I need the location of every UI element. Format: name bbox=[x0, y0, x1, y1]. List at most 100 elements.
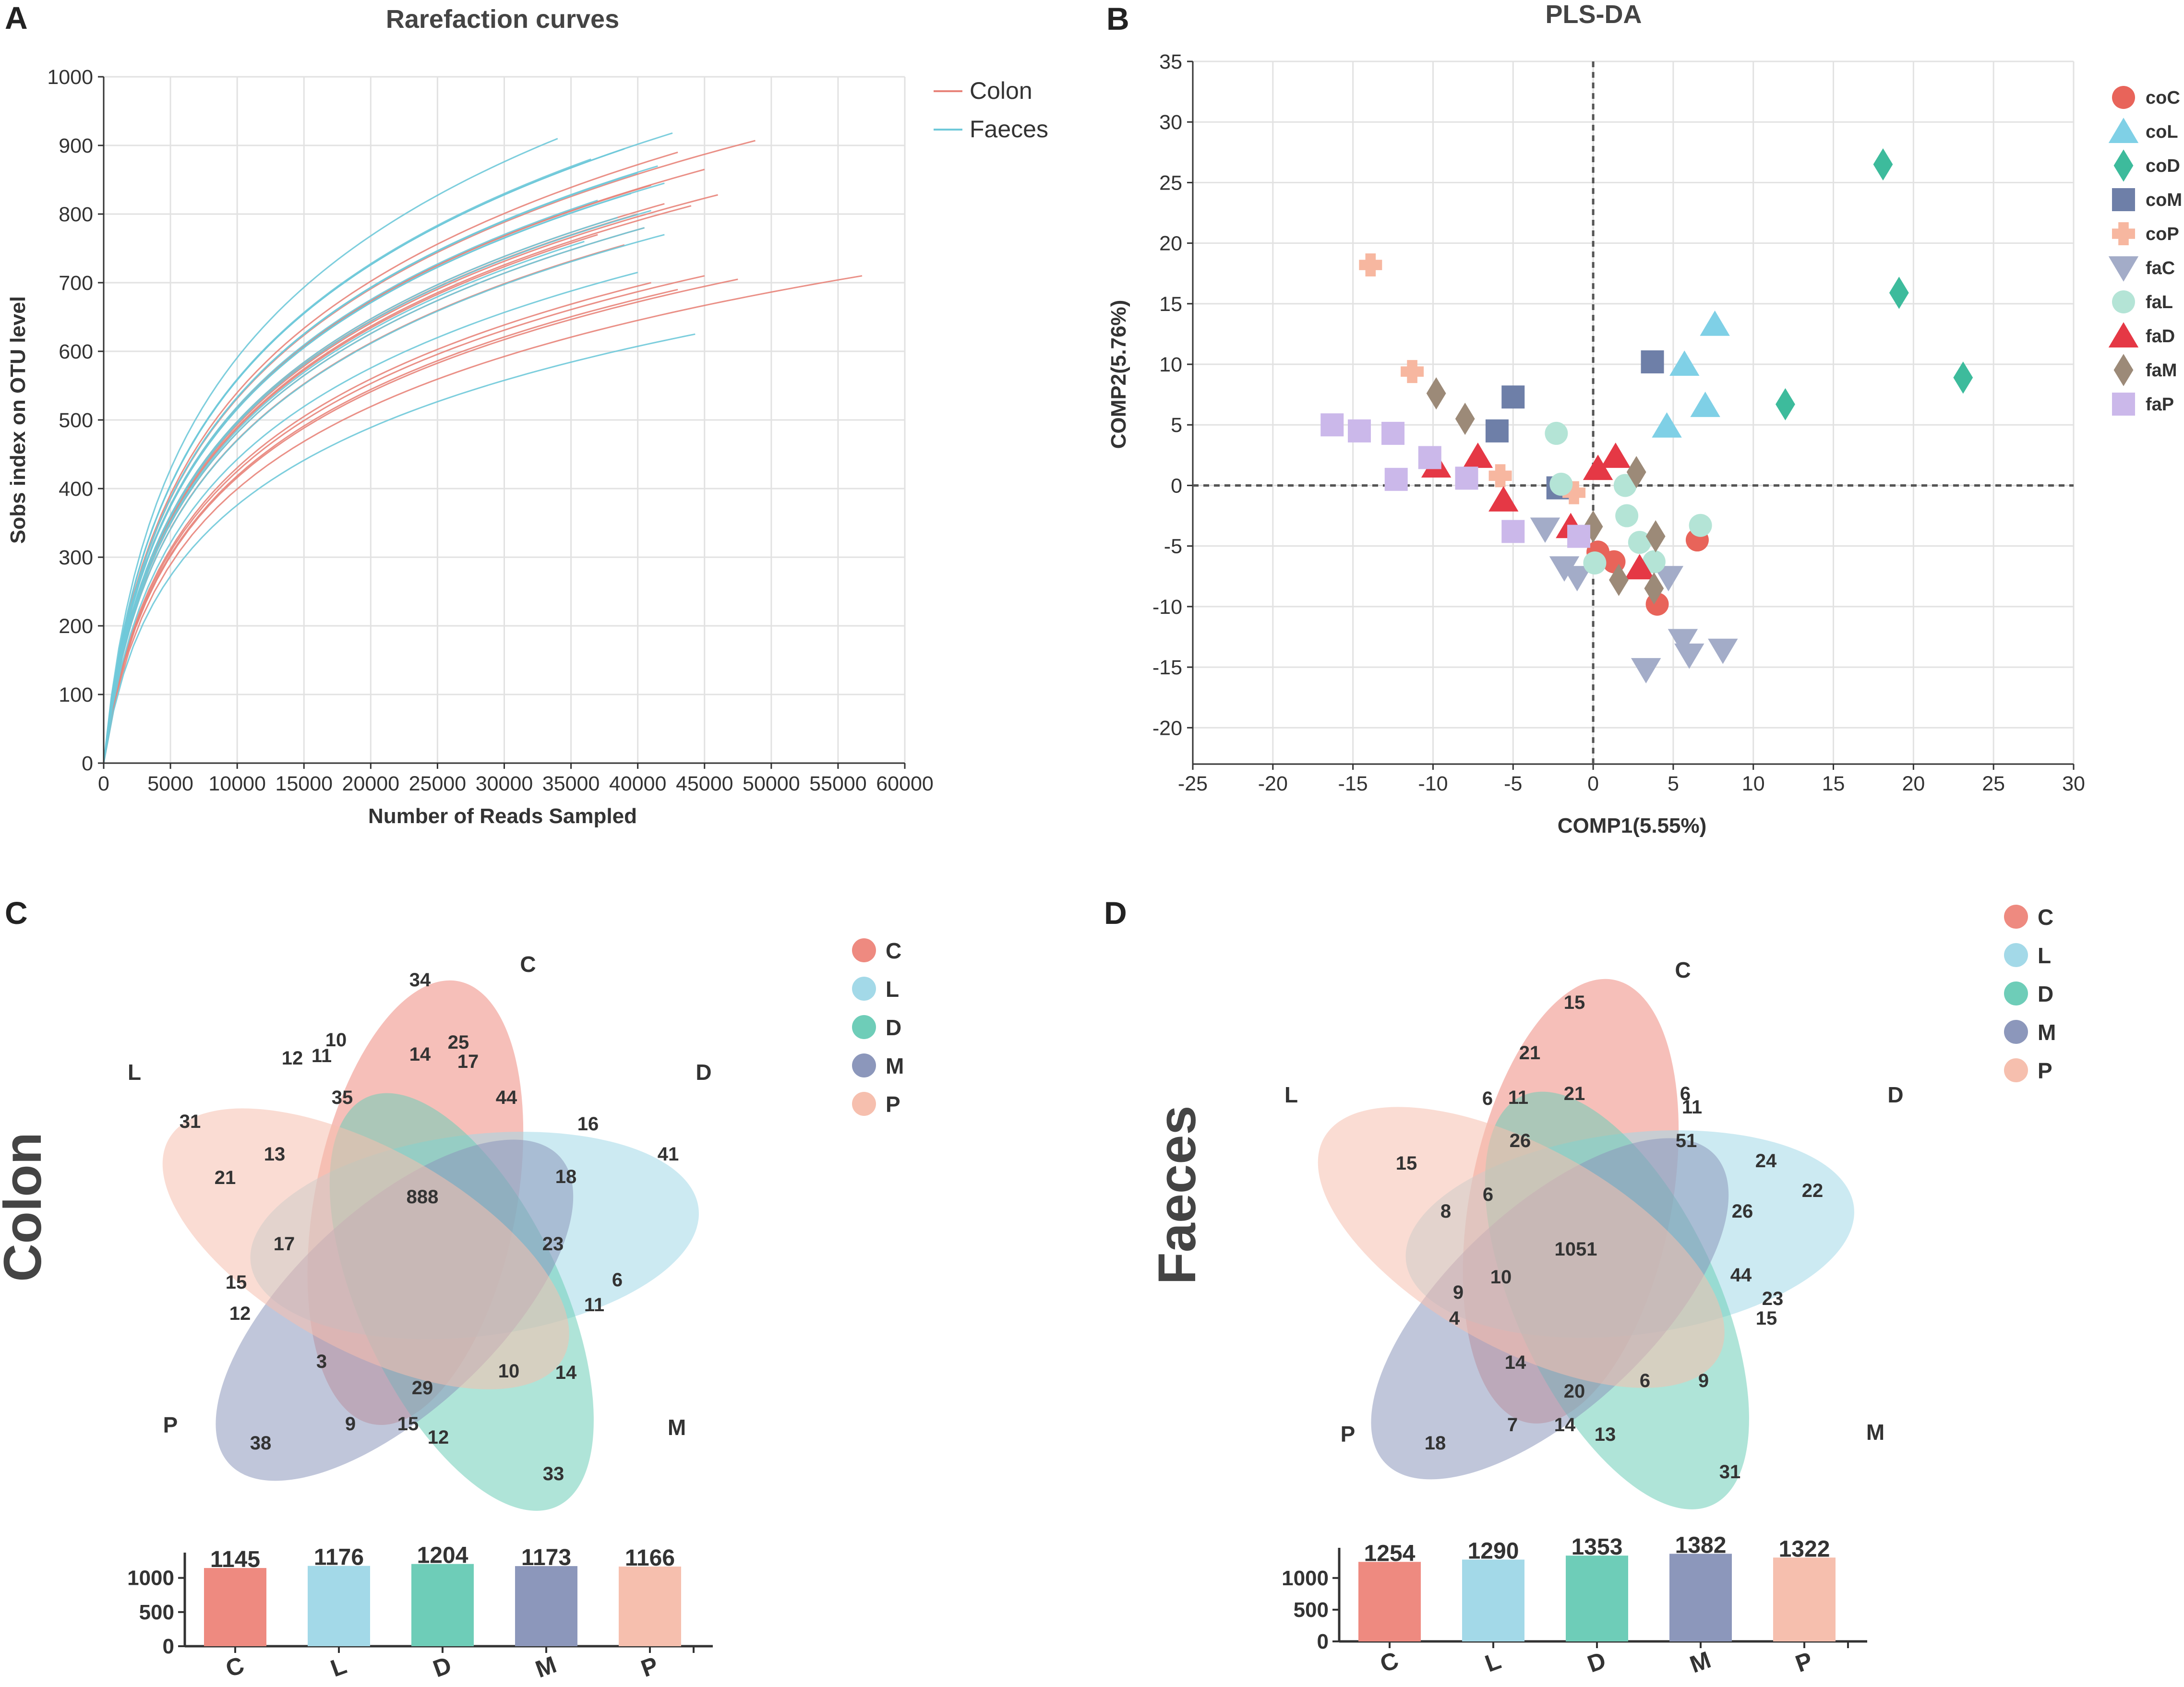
plsda-point-fam bbox=[1645, 520, 1666, 553]
plsda-point-com bbox=[1501, 385, 1525, 409]
plsda-point-fad bbox=[1600, 443, 1631, 468]
rarefaction-y-tick-label: 1000 bbox=[47, 66, 93, 89]
plsda-point-fam bbox=[1609, 563, 1629, 596]
venn-region-count: 35 bbox=[332, 1087, 353, 1108]
venn-region-count: 14 bbox=[409, 1044, 431, 1065]
panel-letter-b: B bbox=[1106, 1, 1129, 36]
venn-region-count: 29 bbox=[412, 1377, 433, 1399]
rarefaction-curve-colon bbox=[103, 275, 863, 764]
venn-set-label-m: M bbox=[1866, 1420, 1884, 1445]
venn-region-count: 888 bbox=[407, 1186, 439, 1208]
rarefaction-curve-faeces bbox=[103, 192, 632, 764]
venn-region-count: 38 bbox=[250, 1433, 272, 1454]
venn-region-count: 6 bbox=[612, 1269, 623, 1291]
rarefaction-curve-faeces bbox=[103, 272, 638, 764]
venn-legend-label-d: D bbox=[2038, 981, 2053, 1006]
venn-legend-label-m: M bbox=[2038, 1020, 2056, 1045]
venn-region-count: 6 bbox=[1640, 1370, 1650, 1391]
legend-coc-marker bbox=[2112, 86, 2135, 109]
venn-set-label-d: D bbox=[696, 1060, 711, 1085]
venn-set-label-p: P bbox=[1341, 1422, 1356, 1447]
venn-region-count: 12 bbox=[282, 1048, 303, 1069]
colon-bar-chart: 0 500 1000 1145 C 1176 L 1204 D 1173 M 1166 P bbox=[127, 1543, 713, 1683]
plsda-point-fac bbox=[1631, 658, 1661, 683]
venn-region-count: 51 bbox=[1676, 1130, 1697, 1151]
rarefaction-curve-faeces bbox=[103, 199, 598, 764]
rarefaction-curves bbox=[103, 132, 863, 764]
bar-y-tick-label: 1000 bbox=[1282, 1567, 1329, 1590]
venn-region-count: 6 bbox=[1680, 1083, 1691, 1104]
rarefaction-curve-colon bbox=[103, 205, 692, 764]
plsda-point-com bbox=[1485, 419, 1509, 443]
venn-region-count: 22 bbox=[1802, 1180, 1824, 1201]
rarefaction-y-tick-label: 700 bbox=[59, 272, 93, 295]
bar-category-label: M bbox=[1686, 1646, 1714, 1678]
venn-legend-label-m: M bbox=[886, 1053, 904, 1078]
plsda-x-tick-label: -15 bbox=[1338, 772, 1368, 795]
plsda-point-cod bbox=[1889, 276, 1909, 309]
bar-value-label: 1382 bbox=[1675, 1532, 1727, 1558]
plsda-x-tick-label: -10 bbox=[1418, 772, 1448, 795]
venn-region-count: 13 bbox=[264, 1144, 286, 1165]
legend-fac-label: faC bbox=[2146, 258, 2175, 278]
plsda-point-col bbox=[1690, 392, 1720, 417]
venn-region-count: 44 bbox=[496, 1087, 517, 1108]
venn-region-count: 10 bbox=[498, 1361, 520, 1382]
plsda-x-tick-label: -20 bbox=[1258, 772, 1288, 795]
venn-region-count: 10 bbox=[1490, 1267, 1512, 1288]
venn-region-count: 3 bbox=[316, 1351, 327, 1372]
rarefaction-x-tick-label: 10000 bbox=[208, 772, 266, 795]
bar-value-label: 1254 bbox=[1364, 1541, 1416, 1566]
venn-region-count: 17 bbox=[457, 1051, 479, 1072]
rarefaction-y-tick-label: 300 bbox=[59, 546, 93, 569]
plsda-zero-lines bbox=[1193, 61, 2074, 764]
plsda-y-tick-label: -5 bbox=[1164, 535, 1182, 558]
rarefaction-curve-faeces bbox=[103, 227, 645, 764]
legend-cod-label: coD bbox=[2146, 156, 2180, 176]
rarefaction-curve-faeces bbox=[103, 172, 638, 764]
rarefaction-curve-colon bbox=[103, 288, 678, 764]
plsda-y-tick-label: 20 bbox=[1159, 232, 1182, 255]
legend-col-label: coL bbox=[2146, 122, 2178, 142]
rarefaction-y-tick-label: 400 bbox=[59, 478, 93, 501]
plsda-point-fac bbox=[1668, 629, 1698, 655]
plsda-point-col bbox=[1669, 350, 1700, 376]
legend-fad-label: faD bbox=[2146, 326, 2175, 347]
bar-p bbox=[1773, 1557, 1836, 1641]
plsda-x-tick-label: 25 bbox=[1982, 772, 2005, 795]
plsda-y-tick-label: 10 bbox=[1159, 353, 1182, 376]
bar-y-tick-label: 1000 bbox=[127, 1567, 174, 1590]
rarefaction-x-tick-label: 0 bbox=[98, 772, 109, 795]
plsda-point-com bbox=[1641, 350, 1664, 373]
venn-region-count: 15 bbox=[226, 1272, 247, 1293]
venn-region-count: 9 bbox=[1453, 1282, 1464, 1303]
venn-ellipse-p bbox=[162, 1108, 569, 1389]
plsda-x-tick-label: 20 bbox=[1902, 772, 1925, 795]
bar-y-tick-label: 500 bbox=[139, 1601, 174, 1624]
bar-p bbox=[619, 1567, 681, 1646]
rarefaction-x-tick-label: 60000 bbox=[876, 772, 934, 795]
rarefaction-grid bbox=[104, 76, 906, 763]
rarefaction-y-ticks: 0 100 200 300 400 500 600 700 800 900 1000 bbox=[47, 66, 104, 775]
venn-region-count: 15 bbox=[397, 1413, 419, 1435]
venn-region-count: 31 bbox=[1719, 1461, 1741, 1483]
plsda-y-tick-label: 25 bbox=[1159, 171, 1182, 194]
plsda-point-fam bbox=[1455, 403, 1475, 435]
panel-b: B PLS-DA -25 -20 -15 -10 -5 0 5 10 15 20 25 30 -20-… bbox=[1106, 0, 2182, 838]
venn-region-count: 11 bbox=[312, 1045, 332, 1066]
legend-fam-marker bbox=[2113, 354, 2134, 386]
venn-region-count: 14 bbox=[1505, 1352, 1526, 1373]
plsda-point-cod bbox=[1953, 361, 1973, 394]
venn-region-count: 9 bbox=[345, 1413, 356, 1435]
rarefaction-title: Rarefaction curves bbox=[386, 5, 619, 34]
venn-region-count: 21 bbox=[215, 1167, 236, 1188]
plsda-y-tick-label: 5 bbox=[1171, 414, 1182, 437]
rarefaction-y-tick-label: 200 bbox=[59, 615, 93, 638]
rarefaction-curve-colon bbox=[103, 278, 738, 764]
plsda-point-cop bbox=[1562, 481, 1586, 504]
venn-region-count: 11 bbox=[1682, 1097, 1702, 1118]
venn-region-count: 31 bbox=[180, 1111, 201, 1132]
bar-category-label: C bbox=[1377, 1647, 1402, 1678]
rarefaction-legend: Colon Faeces bbox=[934, 77, 1048, 143]
plsda-point-fad bbox=[1624, 554, 1655, 580]
